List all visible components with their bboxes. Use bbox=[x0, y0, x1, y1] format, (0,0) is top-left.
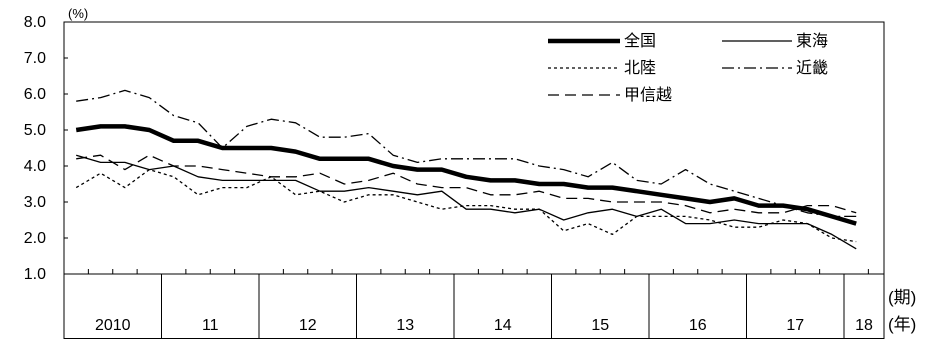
plot-frame bbox=[63, 21, 885, 275]
legend-label-2: 北陸 bbox=[624, 59, 656, 77]
x-year-label: 14 bbox=[494, 317, 512, 334]
y-tick-label: 2.0 bbox=[24, 230, 46, 247]
y-tick-label: 6.0 bbox=[24, 86, 46, 103]
legend-label-0: 全国 bbox=[624, 32, 656, 50]
x-axis: 2010 11 12 13 14 15 16 17 18 bbox=[63, 269, 885, 339]
series-line-1 bbox=[76, 154, 857, 250]
x-year-label: 11 bbox=[202, 317, 219, 334]
x-year-label: 13 bbox=[396, 317, 414, 334]
y-tick-label: 1.0 bbox=[24, 266, 46, 283]
y-axis-ticks: 8.0 7.0 6.0 5.0 4.0 3.0 2.0 1.0 bbox=[24, 14, 68, 283]
legend-label-4: 甲信越 bbox=[624, 86, 672, 104]
x-year-label: 17 bbox=[786, 317, 804, 334]
y-tick-label: 8.0 bbox=[24, 14, 46, 31]
y-tick-label: 4.0 bbox=[24, 158, 46, 175]
series-line-4 bbox=[76, 154, 857, 214]
legend-label-1: 東海 bbox=[796, 32, 828, 50]
x-axis-period-label: (期) bbox=[888, 288, 916, 307]
series-line-3 bbox=[76, 89, 857, 218]
x-year-label: 16 bbox=[689, 317, 707, 334]
series-line-0 bbox=[75, 124, 857, 226]
legend-label-3: 近畿 bbox=[796, 59, 828, 77]
series-lines bbox=[75, 89, 857, 250]
x-year-label: 18 bbox=[855, 317, 873, 334]
x-year-label: 15 bbox=[591, 317, 609, 334]
y-tick-label: 3.0 bbox=[24, 194, 46, 211]
y-axis-unit-label: (%) bbox=[68, 6, 88, 21]
series-line-2 bbox=[75, 168, 857, 243]
y-tick-label: 5.0 bbox=[24, 122, 46, 139]
x-year-label: 2010 bbox=[95, 317, 131, 334]
x-axis-year-label: (年) bbox=[888, 315, 916, 334]
x-year-label: 12 bbox=[299, 317, 317, 334]
y-tick-label: 7.0 bbox=[24, 50, 46, 67]
